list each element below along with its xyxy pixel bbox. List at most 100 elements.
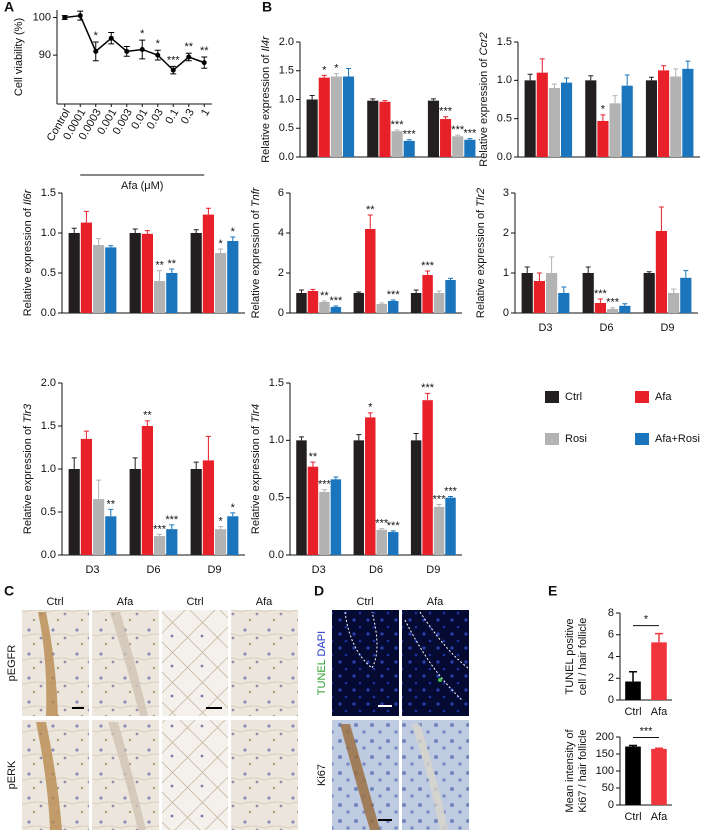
bar: [582, 273, 594, 313]
significance: *: [218, 238, 223, 250]
significance: ***: [606, 297, 620, 309]
error-bar: [108, 245, 114, 248]
bar: [625, 681, 641, 700]
error-bar: [646, 271, 652, 273]
error-bar: [549, 256, 555, 273]
x-tick-label: Afa: [651, 811, 668, 823]
error-bar: [144, 420, 150, 426]
error-bar: [310, 288, 316, 291]
significance: ***: [387, 520, 401, 532]
y-tick-label: 0: [608, 694, 614, 706]
bar: [129, 233, 141, 313]
legend-label: Rosi: [565, 433, 587, 445]
y-tick-label: 1.0: [269, 434, 284, 446]
legend-swatch: [545, 391, 559, 403]
micrograph: [332, 610, 399, 716]
bar: [533, 281, 545, 313]
error-bar: [524, 266, 530, 273]
gene-name: Tlr4: [250, 404, 262, 423]
bar: [422, 400, 433, 555]
significance: ***: [444, 485, 458, 497]
significance: *: [218, 516, 223, 528]
data-point: [139, 46, 145, 52]
bar: [651, 748, 667, 805]
significance: ***: [451, 124, 465, 136]
bar: [154, 281, 166, 313]
significance: **: [155, 260, 164, 272]
bar: [536, 72, 548, 157]
error-bar: [157, 270, 163, 281]
bar: [410, 440, 422, 555]
legend-swatch: [545, 433, 559, 445]
bar: [376, 304, 387, 313]
y-axis-label: Relative expression of Ccr2: [478, 32, 490, 167]
bar: [464, 139, 476, 157]
error-bar: [629, 670, 637, 682]
micrograph: [402, 720, 469, 830]
significance: *: [334, 63, 339, 75]
bar: [68, 233, 80, 313]
error-bar: [448, 496, 454, 498]
error-bar: [169, 524, 175, 530]
data-point: [124, 48, 130, 54]
error-bar: [527, 73, 533, 81]
y-axis-label: TUNEL positive: [564, 618, 576, 694]
significance: **: [168, 258, 177, 270]
y-tick-label: 0.0: [41, 549, 56, 561]
y-tick-label: 2: [278, 267, 284, 279]
significance: **: [184, 41, 193, 53]
error-bar: [298, 436, 304, 441]
error-bar: [108, 508, 114, 517]
follicle: [412, 724, 448, 830]
bar: [141, 426, 153, 555]
follicle: [38, 612, 58, 716]
bar: [166, 529, 178, 555]
x-tick-label: D9: [426, 564, 440, 576]
row-label: Ki67: [316, 764, 328, 786]
error-bar: [436, 504, 442, 507]
bar: [215, 253, 227, 313]
bar: [80, 222, 92, 313]
follicle-outline: [404, 611, 469, 701]
x-tick-label: D6: [369, 564, 383, 576]
significance: ***: [391, 119, 405, 131]
error-bar: [382, 100, 388, 102]
y-axis-label: Relative expression of Tlr3: [22, 403, 34, 534]
error-bar: [333, 476, 339, 480]
y-axis-label: cell / hair follicle: [577, 618, 589, 696]
x-tick-label: Afa: [651, 706, 668, 718]
y-tick-label: 2: [503, 227, 509, 239]
y-tick-label: 8: [608, 607, 614, 619]
follicle: [108, 722, 146, 830]
bar: [440, 119, 452, 157]
error-bar: [597, 298, 603, 303]
row-label: pERK: [6, 760, 18, 789]
bar: [319, 491, 330, 555]
bar: [202, 460, 214, 555]
x-tick-label: D9: [660, 322, 674, 334]
bar: [319, 302, 330, 313]
y-axis-label: Relative expression of Tlr2: [475, 188, 487, 318]
error-bar: [205, 207, 211, 215]
error-bar: [655, 632, 663, 643]
gene-name: Il6r: [22, 188, 34, 205]
error-bar: [333, 73, 339, 77]
bar: [680, 277, 692, 313]
x-tick-label: Ctrl: [624, 811, 641, 823]
y-tick-label: 1.5: [279, 65, 294, 77]
y-tick-label: 200: [596, 731, 614, 743]
bar: [433, 506, 445, 555]
significance: ***: [165, 514, 179, 526]
column-label: Afa: [117, 596, 134, 608]
error-bar: [356, 434, 362, 441]
bar: [296, 440, 307, 555]
error-bar: [96, 238, 102, 245]
y-tick-label: 6: [608, 629, 614, 641]
error-bar: [394, 129, 400, 132]
bar: [190, 233, 202, 313]
error-bar: [132, 457, 138, 469]
y-axis-label-text: Relative expression of: [250, 423, 262, 534]
y-tick-label: 1.0: [41, 227, 56, 239]
bar: [558, 293, 570, 313]
bar: [548, 88, 560, 157]
